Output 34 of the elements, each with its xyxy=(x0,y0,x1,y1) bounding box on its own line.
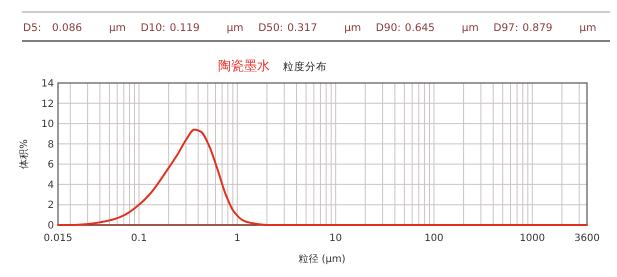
text: 0.119 xyxy=(170,22,200,34)
y-tick-label: 4 xyxy=(48,180,54,191)
text: μm xyxy=(579,22,596,34)
y-axis-title: 体积% xyxy=(18,139,30,169)
y-tick-label: 14 xyxy=(41,78,54,90)
text: 0.317 xyxy=(287,22,318,34)
text: D5: xyxy=(23,22,42,34)
text: μm xyxy=(462,22,479,34)
x-tick-label: 100 xyxy=(424,233,444,244)
y-tick-label: 12 xyxy=(41,98,54,110)
x-axis-title: 粒径 (μm) xyxy=(298,254,346,265)
text: μm xyxy=(344,22,362,34)
text: 0.645 xyxy=(404,22,435,34)
y-tick-label: 10 xyxy=(41,119,54,130)
text: D97: xyxy=(493,22,518,34)
text: μm xyxy=(109,22,126,34)
text: μm xyxy=(226,22,244,34)
text: D50: xyxy=(258,22,284,34)
x-tick-label: 0.1 xyxy=(131,233,147,244)
chart-subtitle: 粒度分布 xyxy=(283,60,327,73)
chart-title: 陶瓷墨水 xyxy=(218,59,270,74)
x-tick-label: 3600 xyxy=(574,233,600,244)
y-tick-label: 6 xyxy=(48,160,54,171)
x-tick-label: 0.015 xyxy=(44,233,72,244)
text: 0.879 xyxy=(522,22,552,34)
text: D90: xyxy=(376,22,401,34)
text: 0.086 xyxy=(52,22,82,34)
y-tick-label: 2 xyxy=(48,200,54,212)
text: D10: xyxy=(140,22,166,34)
x-tick-label: 10 xyxy=(329,233,342,244)
x-tick-label: 1000 xyxy=(520,233,546,244)
x-tick-label: 1 xyxy=(234,233,241,244)
y-tick-label: 0 xyxy=(48,220,54,232)
y-tick-label: 8 xyxy=(48,139,54,150)
